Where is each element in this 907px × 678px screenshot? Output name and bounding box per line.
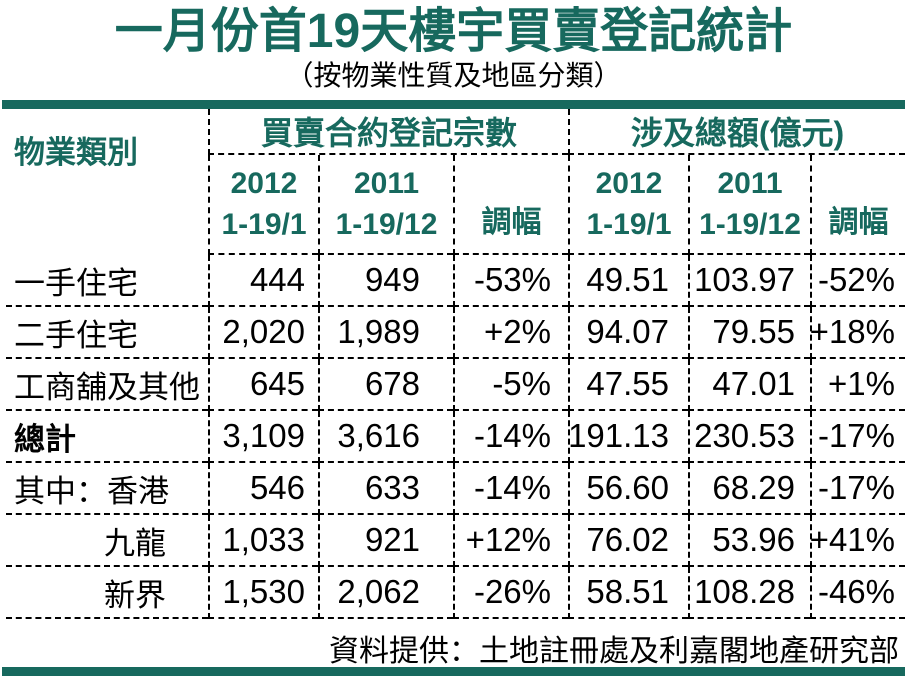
group-header-registrations: 買賣合約登記宗數 xyxy=(208,109,568,156)
row-label-kowloon: 九龍 xyxy=(6,515,208,568)
subheader-2012-registrations: 2012 1-19/1 xyxy=(208,155,318,256)
subheader-period: 1-19/1 xyxy=(586,207,672,241)
source-credit: 資料提供：土地註冊處及利嘉閣地產研究部 xyxy=(329,635,899,669)
column-header-property-type: 物業類別 xyxy=(14,135,138,171)
table-cell: 56.60 xyxy=(568,463,688,516)
table-cell: 49.51 xyxy=(568,255,688,308)
table-cell: 444 xyxy=(208,255,318,308)
row-label-first-hand-residential: 一手住宅 xyxy=(6,255,208,308)
table-cell: 53.96 xyxy=(688,515,810,568)
table-cell: 47.01 xyxy=(688,359,810,412)
subheader-2011-amount: 2011 1-19/12 xyxy=(688,155,810,256)
row-label-new-territories: 新界 xyxy=(6,567,208,620)
row-label-second-hand-residential: 二手住宅 xyxy=(6,307,208,360)
table-cell: +41% xyxy=(810,515,905,568)
table-cell: 949 xyxy=(318,255,453,308)
table-cell: 921 xyxy=(318,515,453,568)
table-cell: 645 xyxy=(208,359,318,412)
table-cell: 230.53 xyxy=(688,411,810,464)
table-cell: 191.13 xyxy=(568,411,688,464)
subheader-period: 1-19/1 xyxy=(221,207,307,241)
table-cell: -14% xyxy=(453,463,568,516)
table-cell: +2% xyxy=(453,307,568,360)
table-cell: 1,989 xyxy=(318,307,453,360)
table-cell: 1,033 xyxy=(208,515,318,568)
page-subtitle: （按物業性質及地區分類） xyxy=(285,59,622,91)
subheader-change-amount: 調幅 xyxy=(810,155,905,256)
bottom-divider-bar xyxy=(2,667,905,676)
table-cell: 68.29 xyxy=(688,463,810,516)
table-cell: +18% xyxy=(810,307,905,360)
group-header-total-amount: 涉及總額(億元) xyxy=(568,109,905,156)
table-cell: 2,062 xyxy=(318,567,453,620)
subheader-change-label: 調幅 xyxy=(481,206,542,240)
subheader-year: 2012 xyxy=(595,166,663,200)
row-label-commercial-and-others: 工商舖及其他 xyxy=(6,359,208,412)
table-cell: +1% xyxy=(810,359,905,412)
table-cell: -52% xyxy=(810,255,905,308)
statistics-table: 物業類別 買賣合約登記宗數 涉及總額(億元) 2012 1-19/1 2011 … xyxy=(6,109,905,620)
table-cell: 103.97 xyxy=(688,255,810,308)
table-cell: 678 xyxy=(318,359,453,412)
top-divider-bar xyxy=(2,100,905,110)
table-cell: -17% xyxy=(810,463,905,516)
subheader-year: 2012 xyxy=(230,166,298,200)
table-cell: 633 xyxy=(318,463,453,516)
table-cell: 47.55 xyxy=(568,359,688,412)
subheader-change-label: 調幅 xyxy=(828,206,889,240)
subheader-year: 2011 xyxy=(717,166,783,200)
table-cell: -5% xyxy=(453,359,568,412)
table-cell: 1,530 xyxy=(208,567,318,620)
table-cell: 58.51 xyxy=(568,567,688,620)
table-cell: 79.55 xyxy=(688,307,810,360)
subheader-2011-registrations: 2011 1-19/12 xyxy=(318,155,453,256)
subheader-year: 2011 xyxy=(353,166,420,200)
page-title: 一月份首19天樓宇買賣登記統計 xyxy=(114,5,793,58)
table-cell: -26% xyxy=(453,567,568,620)
table-cell: -46% xyxy=(810,567,905,620)
table-cell: -17% xyxy=(810,411,905,464)
table-cell: 3,109 xyxy=(208,411,318,464)
table-cell: 546 xyxy=(208,463,318,516)
subheader-period: 1-19/12 xyxy=(335,207,438,241)
table-cell: -14% xyxy=(453,411,568,464)
table-cell: 3,616 xyxy=(318,411,453,464)
table-cell: +12% xyxy=(453,515,568,568)
table-cell: 108.28 xyxy=(688,567,810,620)
subheader-change-registrations: 調幅 xyxy=(453,155,568,256)
subheader-2012-amount: 2012 1-19/1 xyxy=(568,155,688,256)
row-label-hong-kong: 其中：香港 xyxy=(6,463,208,516)
table-cell: -53% xyxy=(453,255,568,308)
row-label-total: 總計 xyxy=(6,411,208,464)
subheader-period: 1-19/12 xyxy=(699,207,801,241)
table-cell: 2,020 xyxy=(208,307,318,360)
table-cell: 76.02 xyxy=(568,515,688,568)
table-cell: 94.07 xyxy=(568,307,688,360)
